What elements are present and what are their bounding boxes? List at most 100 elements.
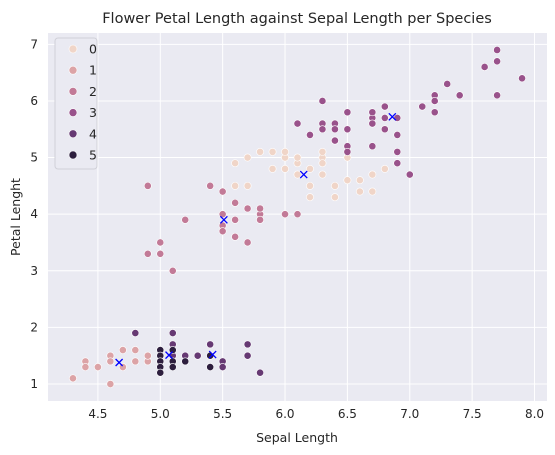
y-tick-label: 4 <box>30 207 38 221</box>
point-series-3 <box>368 142 377 151</box>
point-series-4 <box>193 351 202 360</box>
point-series-3 <box>368 119 377 128</box>
point-series-3 <box>430 97 439 105</box>
legend-label: 4 <box>89 126 97 141</box>
data-points <box>69 46 526 388</box>
point-series-5 <box>168 346 177 354</box>
point-series-2 <box>293 210 302 219</box>
point-series-0 <box>306 193 314 202</box>
point-series-0 <box>318 147 327 156</box>
point-series-4 <box>131 329 140 337</box>
y-tick-label: 3 <box>30 264 38 278</box>
x-tick-label: 6.0 <box>275 407 294 421</box>
point-series-3 <box>380 114 389 122</box>
point-series-2 <box>218 227 227 236</box>
point-series-0 <box>368 187 377 196</box>
point-series-3 <box>393 114 402 122</box>
point-series-2 <box>156 238 165 247</box>
point-series-5 <box>168 363 177 371</box>
point-series-2 <box>143 249 152 258</box>
center-marker <box>388 112 397 121</box>
center-marker-stroke <box>115 358 124 367</box>
legend-marker <box>68 129 78 139</box>
point-series-2 <box>256 204 264 213</box>
point-series-3 <box>306 131 314 139</box>
point-series-0 <box>243 153 252 162</box>
legend-marker <box>68 44 78 54</box>
point-series-1 <box>106 357 115 366</box>
point-series-0 <box>256 147 264 156</box>
center-marker <box>299 170 308 179</box>
y-tick-label: 7 <box>30 37 38 51</box>
point-series-0 <box>331 181 339 190</box>
point-series-2 <box>143 181 152 190</box>
point-series-3 <box>393 131 402 139</box>
y-tick-label: 1 <box>30 377 38 391</box>
point-series-4 <box>218 363 227 371</box>
point-series-0 <box>306 181 314 190</box>
point-series-2 <box>168 266 177 275</box>
point-series-3 <box>343 125 352 134</box>
point-series-3 <box>368 108 377 117</box>
point-series-0 <box>355 176 364 185</box>
point-series-5 <box>206 363 215 371</box>
point-series-2 <box>231 215 240 224</box>
point-series-3 <box>405 170 414 179</box>
y-axis-label: Petal Lenght <box>8 178 23 256</box>
point-series-3 <box>518 74 526 83</box>
point-series-3 <box>343 108 352 117</box>
point-series-1 <box>106 380 115 388</box>
x-tick-label: 8.0 <box>525 407 544 421</box>
point-series-1 <box>143 351 152 360</box>
point-series-3 <box>430 108 439 117</box>
legend-items: 0 1 2 3 4 5 <box>68 42 97 163</box>
center-marker-stroke <box>219 215 228 224</box>
center-marker <box>165 351 173 360</box>
point-series-0 <box>268 147 277 156</box>
point-series-2 <box>206 181 215 190</box>
point-series-5 <box>156 368 165 377</box>
point-series-3 <box>493 57 501 66</box>
point-series-2 <box>231 198 240 207</box>
legend-label: 3 <box>89 105 97 120</box>
point-series-2 <box>281 210 289 219</box>
point-series-3 <box>318 97 327 105</box>
point-series-0 <box>281 147 289 156</box>
legend-label: 1 <box>89 63 97 78</box>
point-series-0 <box>331 193 339 202</box>
point-series-3 <box>331 125 339 134</box>
point-series-0 <box>318 170 327 179</box>
y-tick-label: 2 <box>30 320 38 334</box>
point-series-0 <box>318 159 327 168</box>
center-marker <box>115 358 124 367</box>
legend: 0 1 2 3 4 5 <box>54 37 98 170</box>
legend-marker <box>68 65 78 75</box>
point-series-0 <box>306 164 314 173</box>
x-tick-label: 7.5 <box>463 407 482 421</box>
legend-marker <box>68 87 78 96</box>
point-series-0 <box>293 153 302 162</box>
point-series-2 <box>181 215 190 224</box>
point-series-3 <box>318 125 327 134</box>
point-series-3 <box>380 125 389 134</box>
point-series-2 <box>243 204 252 213</box>
x-tick-label: 7.0 <box>400 407 419 421</box>
legend-label: 2 <box>89 84 97 99</box>
point-series-1 <box>94 363 102 371</box>
point-series-0 <box>268 164 277 173</box>
point-series-0 <box>243 181 252 190</box>
point-series-2 <box>243 238 252 247</box>
y-tick-label: 5 <box>30 151 38 165</box>
point-series-2 <box>231 232 240 241</box>
y-tick-label: 6 <box>30 94 38 108</box>
point-series-3 <box>393 147 402 156</box>
point-series-3 <box>480 63 489 71</box>
point-series-3 <box>455 91 464 100</box>
legend-label: 0 <box>89 42 97 57</box>
legend-label: 5 <box>89 148 97 163</box>
center-marker <box>219 215 228 224</box>
point-series-4 <box>256 368 264 377</box>
point-series-0 <box>231 159 240 168</box>
point-series-2 <box>256 215 264 224</box>
